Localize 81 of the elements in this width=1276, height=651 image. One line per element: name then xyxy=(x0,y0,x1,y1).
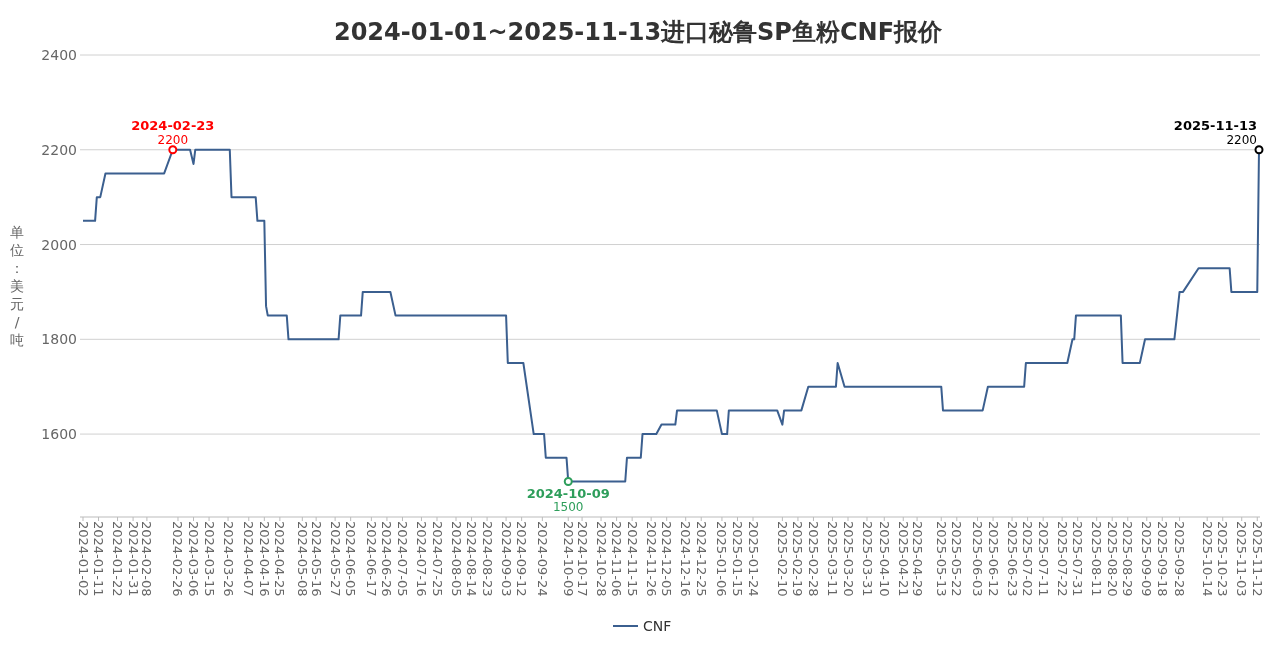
x-tick-label: 2024-06-26 xyxy=(379,521,395,597)
x-tick-label: 2025-06-12 xyxy=(985,521,1001,597)
x-tick-label: 2025-06-23 xyxy=(1004,521,1020,597)
x-tick-label: 2024-06-05 xyxy=(343,521,359,597)
annotation: 2024-02-23 xyxy=(131,117,215,133)
x-tick-label: 2024-11-15 xyxy=(624,521,640,597)
x-tick-label: 2024-08-23 xyxy=(479,521,495,597)
annotation: 2200 xyxy=(1226,132,1257,147)
x-tick-label: 2024-07-25 xyxy=(429,521,445,597)
x-tick-label: 2025-01-24 xyxy=(745,521,761,597)
annotation: 1500 xyxy=(552,500,584,515)
x-tick-label: 2024-05-16 xyxy=(308,521,324,597)
x-tick-label: 2024-12-16 xyxy=(678,521,694,597)
x-tick-label: 2024-10-09 xyxy=(560,521,576,597)
x-tick-label: 2025-10-14 xyxy=(1199,521,1215,597)
y-axis-title: 单位：美元/吨 xyxy=(10,224,24,348)
x-tick-label: 2024-04-25 xyxy=(272,521,288,597)
x-tick-label: 2025-07-11 xyxy=(1035,521,1051,597)
x-tick-label: 2024-08-05 xyxy=(448,521,464,597)
x-tick-label: 2024-01-31 xyxy=(125,521,141,597)
x-tick-label: 2025-01-06 xyxy=(714,521,730,597)
x-tick-label: 2025-11-03 xyxy=(1234,521,1250,597)
x-tick-label: 2024-07-05 xyxy=(394,521,410,597)
x-tick-label: 2025-09-18 xyxy=(1154,521,1170,597)
x-tick-label: 2024-06-17 xyxy=(363,521,379,597)
x-tick-label: 2024-11-26 xyxy=(643,521,659,597)
x-tick-label: 2024-12-05 xyxy=(659,521,675,597)
y-tick-label: 1600 xyxy=(41,426,77,443)
x-tick-label: 2025-07-22 xyxy=(1054,521,1070,597)
x-tick-label: 2024-02-26 xyxy=(170,521,186,597)
x-tick-label: 2024-03-06 xyxy=(186,521,202,597)
x-tick-label: 2024-04-16 xyxy=(256,521,272,597)
x-tick-label: 2024-07-16 xyxy=(413,521,429,597)
x-tick-label: 2024-05-27 xyxy=(327,521,343,597)
x-tick-label: 2024-05-08 xyxy=(294,521,310,597)
x-tick-label: 2024-09-12 xyxy=(514,521,530,597)
x-tick-label: 2025-07-02 xyxy=(1020,521,1036,597)
x-tick-label: 2025-03-31 xyxy=(859,521,875,597)
y-tick-label: 2000 xyxy=(41,236,77,253)
x-tick-label: 2024-10-17 xyxy=(574,521,590,597)
x-tick-label: 2025-02-19 xyxy=(790,521,806,597)
x-tick-label: 2025-07-31 xyxy=(1070,521,1086,597)
x-tick-label: 2025-08-20 xyxy=(1104,521,1120,597)
x-tick-label: 2025-09-09 xyxy=(1139,521,1155,597)
legend-label: CNF xyxy=(643,618,672,634)
x-tick-label: 2025-09-28 xyxy=(1172,521,1188,597)
x-tick-label: 2025-08-29 xyxy=(1120,521,1136,597)
x-tick-label: 2024-08-14 xyxy=(464,521,480,597)
y-tick-label: 1800 xyxy=(41,331,77,348)
x-tick-label: 2025-10-23 xyxy=(1215,521,1231,597)
x-tick-label: 2025-04-10 xyxy=(876,521,892,597)
x-tick-label: 2024-01-11 xyxy=(91,521,107,597)
x-tick-label: 2025-04-29 xyxy=(909,521,925,597)
x-tick-label: 2025-02-28 xyxy=(805,521,821,597)
x-tick-label: 2024-09-03 xyxy=(498,521,514,597)
x-tick-label: 2024-03-15 xyxy=(201,521,217,597)
x-tick-label: 2025-02-10 xyxy=(774,521,790,597)
annotation: 2025-11-13 xyxy=(1173,117,1257,133)
x-tick-label: 2024-03-26 xyxy=(220,521,236,597)
x-tick-label: 2024-10-28 xyxy=(593,521,609,597)
x-tick-label: 2024-04-07 xyxy=(241,521,257,597)
x-tick-label: 2025-08-11 xyxy=(1089,521,1105,597)
x-tick-label: 2024-01-22 xyxy=(110,521,126,597)
x-tick-label: 2024-11-06 xyxy=(609,521,625,597)
x-tick-label: 2025-04-21 xyxy=(895,521,911,597)
chart-title: 2024-01-01~2025-11-13进口秘鲁SP鱼粉CNF报价 xyxy=(333,18,944,46)
x-tick-label: 2024-01-02 xyxy=(75,521,91,597)
x-tick-label: 2025-11-12 xyxy=(1249,521,1265,597)
x-tick-label: 2025-06-03 xyxy=(970,521,986,597)
x-tick-label: 2025-03-20 xyxy=(840,521,856,597)
x-tick-label: 2025-05-22 xyxy=(949,521,965,597)
x-tick-label: 2024-09-24 xyxy=(534,521,550,597)
x-tick-label: 2025-03-11 xyxy=(824,521,840,597)
y-tick-label: 2400 xyxy=(41,47,77,63)
x-tick-label: 2025-05-13 xyxy=(933,521,949,597)
x-tick-label: 2025-01-15 xyxy=(729,521,745,597)
annotation: 2024-10-09 xyxy=(526,486,610,502)
annotation: 2200 xyxy=(157,132,189,147)
x-tick-label: 2024-02-08 xyxy=(139,521,155,597)
y-tick-label: 2200 xyxy=(41,141,77,158)
x-tick-label: 2024-12-25 xyxy=(693,521,709,597)
